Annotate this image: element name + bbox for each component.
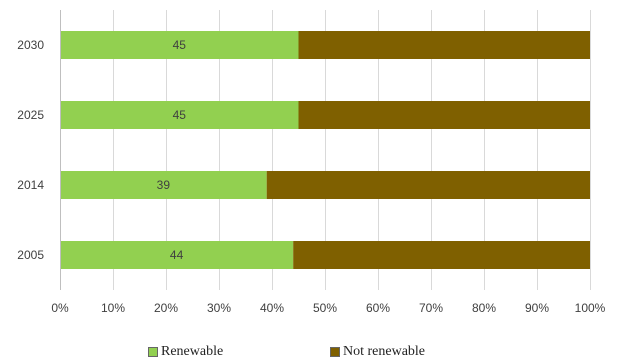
legend-swatch-renewable	[148, 347, 158, 357]
bar-renewable-2030	[60, 31, 299, 59]
x-tick-label: 20%	[154, 301, 178, 315]
bar-not-renewable-2014	[266, 171, 590, 199]
x-tick-label: 50%	[313, 301, 337, 315]
x-tick-label: 30%	[207, 301, 231, 315]
data-label: 45	[173, 108, 187, 122]
y-tick-label: 2030	[17, 38, 44, 52]
x-tick-label: 70%	[419, 301, 443, 315]
y-tick-label: 2005	[17, 248, 44, 262]
legend-swatch-not-renewable	[330, 347, 340, 357]
x-tick-label: 80%	[472, 301, 496, 315]
x-tick-label: 90%	[525, 301, 549, 315]
bars	[60, 31, 590, 269]
bar-not-renewable-2005	[293, 241, 590, 269]
legend-item-not-renewable: Not renewable	[330, 344, 425, 360]
stacked-bar-chart: 2030 2025 2014 2005 0% 10% 20% 30% 40% 50% 60% 70%…	[17, 10, 606, 315]
x-tick-label: 100%	[575, 301, 606, 315]
x-tick-label: 60%	[366, 301, 390, 315]
bar-renewable-2014	[60, 171, 267, 199]
data-label: 39	[157, 178, 171, 192]
bar-not-renewable-2030	[298, 31, 590, 59]
x-axis: 0% 10% 20% 30% 40% 50% 60% 70% 80% 90% 100%	[51, 301, 605, 315]
y-tick-label: 2014	[17, 178, 44, 192]
bar-renewable-2025	[60, 101, 299, 129]
legend-label-not-renewable: Not renewable	[343, 344, 426, 359]
x-tick-label: 0%	[51, 301, 69, 315]
data-label: 45	[173, 38, 187, 52]
legend-label-renewable: Renewable	[161, 344, 224, 359]
x-tick-label: 40%	[260, 301, 284, 315]
data-labels: 45 45 39 44	[157, 38, 187, 262]
legend: Renewable Not renewable	[0, 344, 621, 362]
bar-renewable-2005	[60, 241, 294, 269]
legend-item-renewable: Renewable	[148, 344, 223, 360]
data-label: 44	[170, 248, 184, 262]
y-tick-label: 2025	[17, 108, 44, 122]
bar-not-renewable-2025	[298, 101, 590, 129]
y-axis: 2030 2025 2014 2005	[17, 10, 61, 290]
x-tick-label: 10%	[101, 301, 125, 315]
